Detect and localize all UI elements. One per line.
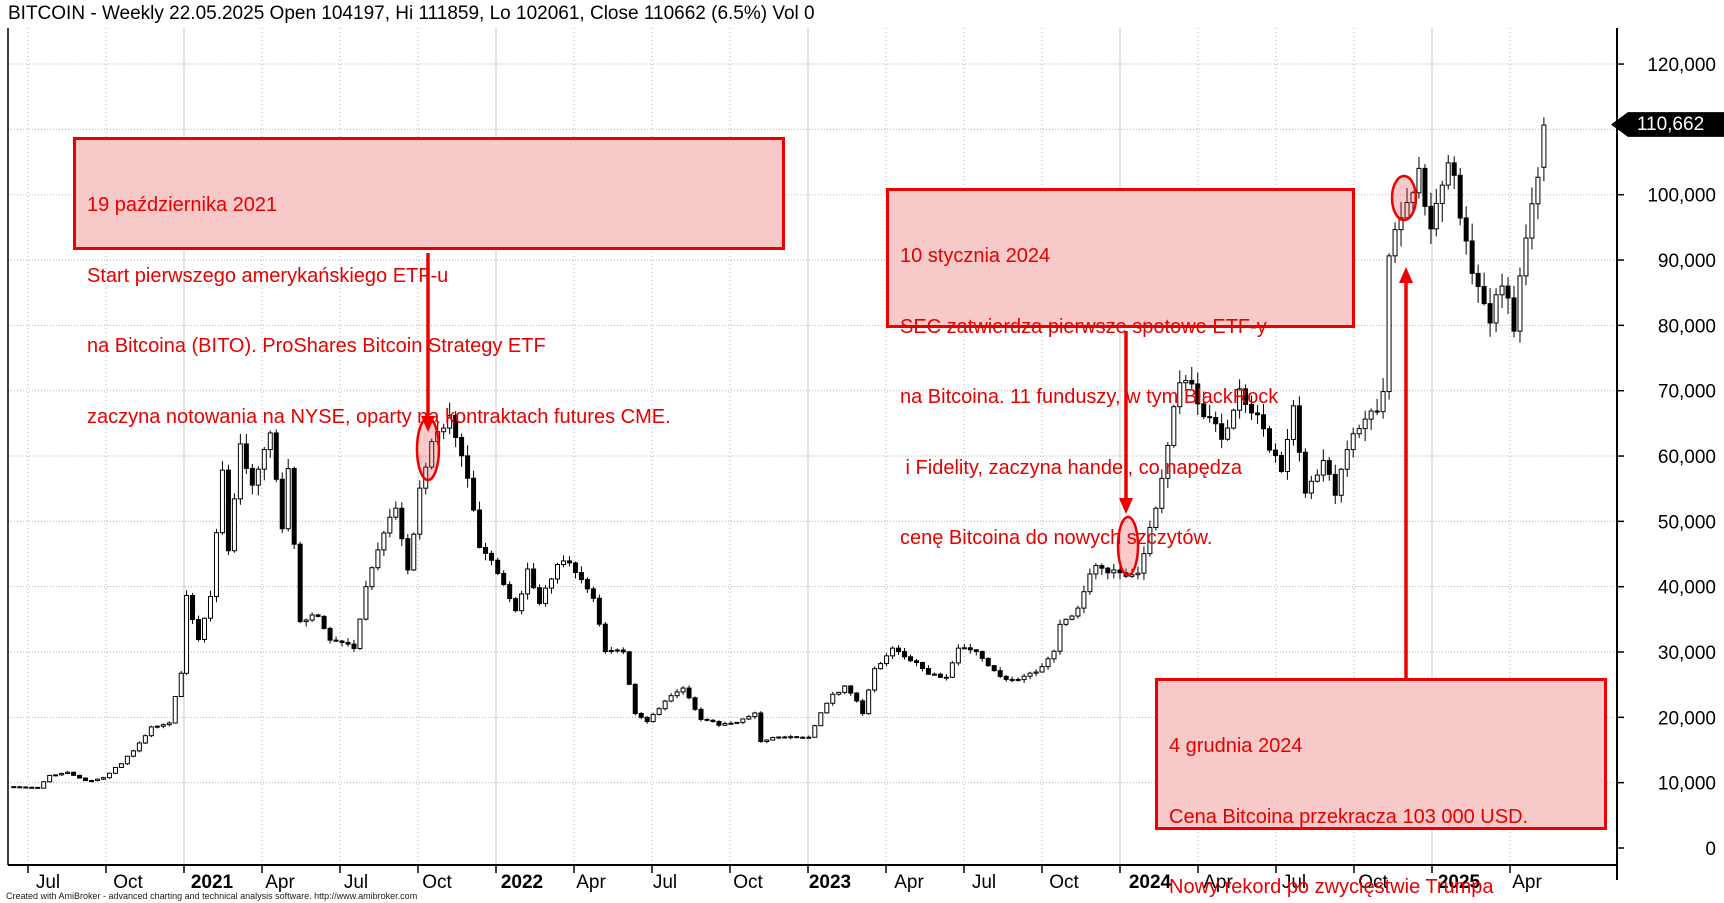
x-axis-tick-label: Apr — [894, 872, 924, 893]
last-price-tag: 110,662 — [1611, 112, 1724, 137]
x-axis-tick-label: Oct — [422, 872, 452, 893]
y-axis-tick-label: 20,000 — [1658, 708, 1716, 729]
x-axis-tick-label: Jul — [36, 872, 60, 893]
annotation-line: Nowy rekord po zwycięstwie Trumpa — [1169, 876, 1494, 898]
x-axis-tick-label: Jul — [344, 872, 368, 893]
annotation-line: zaczyna notowania na NYSE, oparty na kon… — [87, 405, 671, 428]
y-axis-tick-label: 50,000 — [1658, 512, 1716, 533]
x-axis-tick-label: Oct — [113, 872, 143, 893]
event-ellipse — [1116, 515, 1140, 577]
x-axis-tick-label: 2023 — [809, 872, 851, 893]
y-axis-tick-label: 10,000 — [1658, 774, 1716, 795]
event-arrows-layer — [421, 253, 1413, 678]
annotation-box-bito-etf-2021: 19 października 2021 Start pierwszego am… — [73, 137, 785, 428]
y-axis-tick-label: 70,000 — [1658, 382, 1716, 403]
annotation-line: na Bitcoina. 11 funduszy, w tym BlackRoc… — [900, 386, 1279, 408]
event-arrow-head — [1119, 498, 1133, 514]
y-axis-tick-label: 60,000 — [1658, 447, 1716, 468]
candles-layer — [11, 117, 1547, 789]
x-axis-tick-label: Oct — [733, 872, 763, 893]
y-axis-tick-label: 80,000 — [1658, 316, 1716, 337]
event-arrow-head — [421, 416, 435, 432]
x-axis-tick-label: Oct — [1049, 872, 1079, 893]
annotation-line: Cena Bitcoina przekracza 103 000 USD. — [1169, 805, 1529, 828]
y-axis-tick-label: 40,000 — [1658, 578, 1716, 599]
x-axis-tick-label: 2025 — [1438, 872, 1481, 893]
x-axis-tick-label: 2022 — [501, 872, 543, 893]
axes-layer — [7, 28, 1624, 880]
x-axis-tick-label: Jul — [653, 872, 677, 893]
annotation-line: cenę Bitcoina do nowych szczytów. — [900, 527, 1213, 549]
y-axis-tick-label: 90,000 — [1658, 251, 1716, 272]
annotation-line: i Fidelity, zaczyna handel, co napędza — [900, 456, 1243, 479]
amibroker-credit: Created with AmiBroker - advanced charti… — [6, 891, 418, 901]
event-ellipses-layer — [415, 174, 1418, 577]
annotation-line: 10 stycznia 2024 — [900, 245, 1051, 267]
event-arrow-head — [1399, 267, 1413, 283]
annotation-line: Start pierwszego amerykańskiego ETF-u — [87, 264, 449, 287]
x-axis-tick-label: Apr — [1512, 872, 1542, 893]
annotation-box-record-dec-2024: 4 grudnia 2024 Cena Bitcoina przekracza … — [1155, 678, 1607, 898]
annotation-line: na Bitcoina (BITO). ProShares Bitcoin St… — [87, 335, 546, 357]
chart-title: BITCOIN - Weekly 22.05.2025 Open 104197,… — [8, 3, 815, 24]
annotation-box-spot-etf-2024: 10 stycznia 2024 SEC zatwierdza pierwsze… — [886, 188, 1355, 549]
event-ellipse — [1390, 174, 1418, 222]
annotation-line: 4 grudnia 2024 — [1169, 735, 1303, 757]
x-axis-tick-label: 2024 — [1129, 872, 1172, 893]
x-axis-tick-label: Oct — [1358, 872, 1388, 893]
x-axis-tick-label: Jul — [1282, 872, 1306, 893]
y-axis-tick-label: 120,000 — [1647, 55, 1716, 76]
y-axis-tick-label: 30,000 — [1658, 643, 1716, 664]
x-axis-labels: Jul Oct 2021 Apr Jul Oct 2022 Apr Jul Oct 2023 Apr J… — [36, 872, 1543, 893]
x-axis-tick-label: Apr — [1203, 872, 1233, 893]
y-axis-labels: 120,000 100,000 90,000 80,000 70,000 60,000 50… — [1647, 55, 1716, 860]
x-axis-tick-label: Apr — [265, 872, 295, 893]
annotation-line: SEC zatwierdza pierwsze spotowe ETF-y — [900, 315, 1267, 338]
annotation-line: 19 października 2021 — [87, 194, 278, 216]
y-axis-tick-label: 0 — [1705, 839, 1716, 860]
x-axis-tick-label: Apr — [576, 872, 606, 893]
y-axis-tick-label: 100,000 — [1647, 186, 1716, 207]
x-axis-tick-label: Jul — [972, 872, 996, 893]
x-axis-tick-label: 2021 — [191, 872, 234, 893]
